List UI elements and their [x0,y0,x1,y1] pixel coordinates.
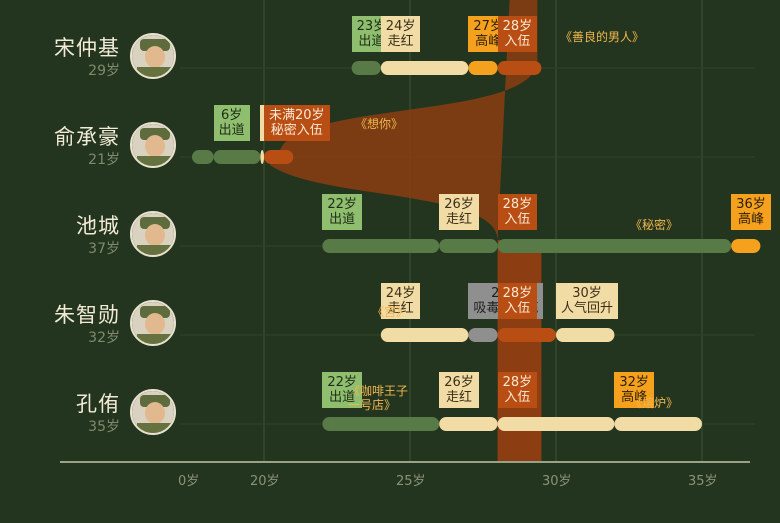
avatar [130,211,176,257]
timeline-segment [614,417,702,431]
work-title: 《咖啡王子 一号店》 [348,384,409,412]
x-tick-label: 0岁 [178,474,200,489]
timeline-segment [380,61,469,75]
person-age: 35岁 [88,419,120,435]
x-tick-label: 35岁 [688,474,718,489]
timeline-segment [213,150,261,164]
army-flow-path [270,0,538,240]
event-tag: 26岁 走红 [439,194,479,230]
timeline-segment [322,417,440,431]
avatar [130,389,176,435]
avatar [130,300,176,346]
portrait-icon [132,35,174,77]
x-tick-label: 30岁 [542,474,572,489]
timeline-segment [322,239,440,253]
work-title: 《善良的男人》 [560,30,645,44]
x-tick-label: 25岁 [396,474,426,489]
person-age: 32岁 [88,330,120,346]
person-name: 池城 [76,214,120,238]
work-title: 《想你》 [355,117,404,131]
timeline-segment [731,239,761,253]
event-tag: 24岁 走红 [380,283,421,319]
event-tag: 26岁 走红 [439,372,479,408]
timeline-segment [351,61,381,75]
x-tick-label: 20岁 [250,474,280,489]
work-title: 《熔炉》 [630,396,679,410]
person-name: 俞承豪 [54,125,120,149]
event-tag: 6岁 出道 [213,105,250,141]
timeline-segment [439,417,498,431]
event-tag: 28岁 入伍 [497,283,538,319]
person-name: 朱智勋 [54,303,120,327]
timeline-segment [556,328,615,342]
timeline-segment [497,328,556,342]
timeline-segment [439,239,498,253]
portrait-icon [132,124,174,166]
timeline-segment [497,239,732,253]
timeline-segment [380,328,469,342]
portrait-icon [132,302,174,344]
work-title: 《秘密》 [630,218,679,232]
event-tag: 30岁 人气回升 [556,283,619,319]
person-age: 37岁 [88,241,120,257]
timeline-segment [497,417,615,431]
event-tag: 24岁 走红 [380,16,421,52]
work-title: 《宫》 [372,305,409,319]
timeline-segment [264,150,294,164]
timeline-segment [468,328,498,342]
person-age: 21岁 [88,152,120,168]
event-tag: 未满20岁 秘密入伍 [264,105,330,141]
portrait-icon [132,391,174,433]
timeline-segment [468,61,498,75]
event-tag: 28岁 入伍 [497,194,538,230]
timeline-segment [497,61,542,75]
person-age: 29岁 [88,63,120,79]
avatar [130,33,176,79]
timeline-segment [192,150,214,164]
event-tag: 22岁 出道 [322,372,362,408]
event-tag: 22岁 出道 [322,194,362,230]
event-tag: 28岁 入伍 [497,16,538,52]
person-name: 宋仲基 [54,36,120,60]
timeline-segment [260,150,264,164]
avatar [130,122,176,168]
event-tag: 28岁 入伍 [497,372,538,408]
portrait-icon [132,213,174,255]
person-name: 孔侑 [76,392,120,416]
event-tag: 32岁 高峰 [614,372,654,408]
event-tag: 36岁 高峰 [731,194,771,230]
